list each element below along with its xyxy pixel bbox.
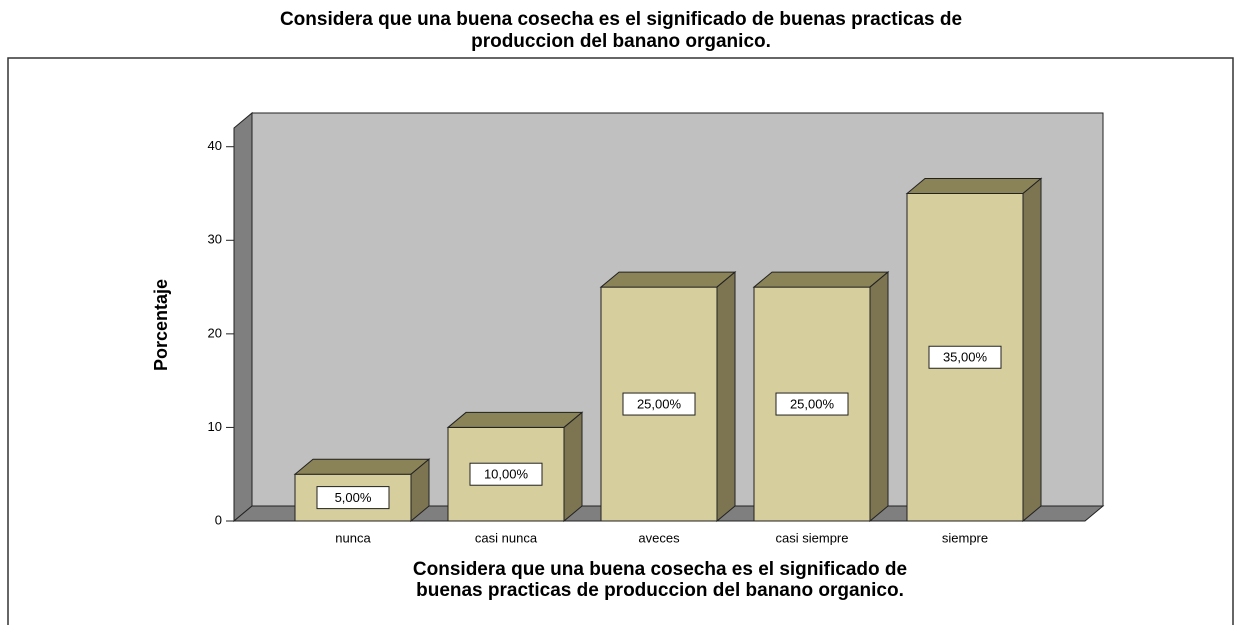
y-tick-label: 30 — [208, 232, 222, 247]
bar-top — [905, 178, 1043, 194]
y-tick-label: 10 — [208, 419, 222, 434]
x-axis-label: buenas practicas de produccion del banan… — [416, 580, 904, 601]
value-label: 35,00% — [943, 350, 988, 365]
x-tick-label: casi nunca — [475, 530, 538, 545]
chart-frame — [7, 57, 1234, 625]
bar-side — [563, 411, 583, 523]
value-label: 10,00% — [484, 467, 529, 482]
bar-top — [752, 271, 890, 288]
bar-side — [716, 271, 736, 523]
value-label-box — [469, 462, 543, 486]
value-label-box — [622, 392, 696, 416]
bar-top — [599, 271, 737, 288]
bar-side — [869, 271, 889, 523]
x-tick-label: siempre — [942, 530, 988, 545]
bar-top — [293, 458, 431, 475]
value-label: 5,00% — [335, 490, 372, 505]
x-tick-label: aveces — [638, 530, 680, 545]
y-tick-label: 0 — [215, 512, 222, 527]
chart-title: produccion del banano organico. — [471, 31, 771, 52]
y-axis-label: Porcentaje — [151, 279, 171, 371]
value-label-box — [928, 345, 1002, 369]
bar-top — [446, 411, 584, 428]
y-tick-label: 20 — [208, 325, 222, 340]
value-label: 25,00% — [637, 396, 682, 411]
x-tick-label: casi siempre — [776, 530, 849, 545]
x-tick-label: nunca — [335, 530, 371, 545]
value-label-box — [775, 392, 849, 416]
side-wall — [233, 111, 253, 523]
chart-title: Considera que una buena cosecha es el si… — [280, 9, 962, 30]
x-axis-label: Considera que una buena cosecha es el si… — [413, 559, 907, 580]
value-label-box — [316, 486, 390, 510]
bar-side — [410, 458, 430, 523]
bar-side — [1022, 177, 1042, 523]
y-tick-label: 40 — [208, 138, 222, 153]
value-label: 25,00% — [790, 396, 835, 411]
